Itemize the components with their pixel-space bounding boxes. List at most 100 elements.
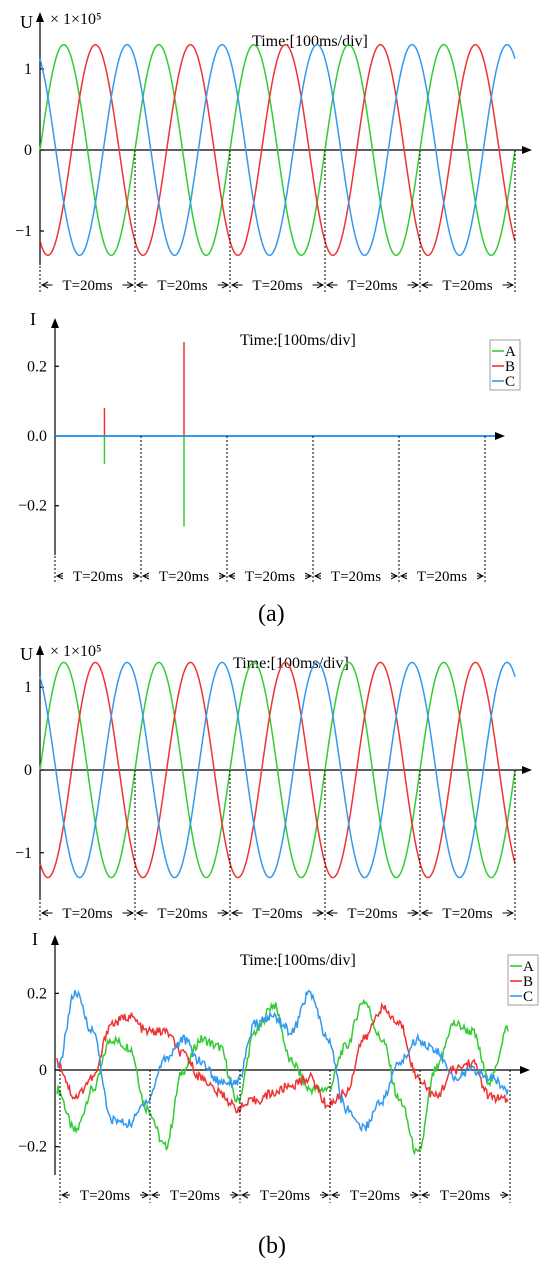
period-arrow-left (313, 572, 322, 580)
period-arrow-left (330, 1191, 339, 1199)
period-arrow-right (221, 281, 230, 289)
period-label-bg (432, 276, 503, 293)
period-label: T=20ms (442, 906, 492, 922)
y-tick-label: −1 (15, 223, 32, 240)
legend-label-a: A (523, 959, 534, 975)
period-arrow-right (411, 1191, 420, 1199)
period-arrow-right (126, 909, 135, 917)
y-tick-label: 1 (24, 679, 32, 696)
period-arrow-left (150, 1191, 159, 1199)
legend-label-b: B (523, 974, 533, 990)
period-label-bg (235, 567, 305, 584)
y-axis-arrow (51, 318, 59, 328)
chart-a-voltage: U × 1×10⁵ Time:[100ms/div] 1 0 −1 T=20ms T=… (15, 11, 532, 294)
period-label-bg (242, 904, 313, 921)
series-b-line (39, 661, 516, 879)
period-label: T=20ms (80, 1188, 130, 1204)
period-label-bg (242, 276, 313, 293)
period-arrow-left (325, 281, 334, 289)
legend-label-c: C (505, 374, 515, 390)
period-label: T=20ms (347, 906, 397, 922)
period-label-bg (407, 567, 477, 584)
y-tick-label: 0.2 (27, 358, 47, 375)
series-a-line (39, 661, 516, 879)
period-label: T=20ms (331, 569, 381, 585)
series-c-line (56, 989, 509, 1133)
x-axis-arrow (495, 432, 505, 440)
y-axis-label: I (30, 309, 36, 329)
y-tick-label: 1 (24, 61, 32, 78)
period-arrow-right (218, 572, 227, 580)
period-label-bg (52, 276, 123, 293)
period-label-bg (430, 1186, 500, 1203)
period-label: T=20ms (62, 278, 112, 294)
period-label-bg (250, 1186, 320, 1203)
period-arrow-left (240, 1191, 249, 1199)
x-axis-arrow (522, 766, 532, 774)
period-label-bg (70, 1186, 140, 1203)
y-tick-label: −0.2 (18, 498, 47, 515)
y-tick-label: 0 (24, 142, 32, 159)
legend-label-a: A (505, 344, 516, 360)
series-a-line (39, 43, 516, 257)
period-label-bg (160, 1186, 230, 1203)
period-label: T=20ms (73, 569, 123, 585)
period-label: T=20ms (62, 906, 112, 922)
y-tick-label: 0 (39, 1062, 47, 1079)
series-a-line (56, 998, 509, 1156)
period-arrow-left (230, 281, 239, 289)
period-label: T=20ms (245, 569, 295, 585)
period-label-bg (337, 276, 408, 293)
y-axis-arrow (51, 935, 59, 945)
period-arrow-right (501, 1191, 510, 1199)
y-axis-label: U (20, 644, 33, 664)
period-label-bg (52, 904, 123, 921)
chart-b-voltage: U × 1×10⁵ Time:[100ms/div] 1 0 −1 T=20ms T=… (15, 643, 532, 922)
period-arrow-left (40, 909, 49, 917)
period-arrow-right (506, 281, 515, 289)
period-arrow-right (316, 909, 325, 917)
period-arrow-left (135, 281, 144, 289)
chart-title: Time:[100ms/div] (252, 33, 368, 50)
period-arrow-left (420, 1191, 429, 1199)
y-axis-arrow (36, 645, 44, 655)
x-axis-arrow (520, 1066, 530, 1074)
period-label: T=20ms (252, 278, 302, 294)
period-arrow-left (325, 909, 334, 917)
period-arrow-right (141, 1191, 150, 1199)
period-label: T=20ms (260, 1188, 310, 1204)
period-arrow-right (132, 572, 141, 580)
period-arrow-left (227, 572, 236, 580)
period-arrow-right (411, 281, 420, 289)
series-c-line (39, 43, 516, 257)
legend: ABC (489, 339, 521, 391)
chart-a-current: I Time:[100ms/div] 0.2 0.0 −0.2 T=20ms T=20… (18, 309, 521, 585)
y-tick-label: −1 (15, 845, 32, 862)
legend: ABC (507, 954, 539, 1006)
period-arrow-right (321, 1191, 330, 1199)
period-label-bg (432, 904, 503, 921)
series-b-line (56, 1001, 509, 1114)
y-axis-label: U (20, 12, 33, 32)
period-label-bg (337, 904, 408, 921)
period-label: T=20ms (417, 569, 467, 585)
y-multiplier: × 1×10⁵ (50, 643, 102, 660)
period-label: T=20ms (350, 1188, 400, 1204)
period-label-bg (340, 1186, 410, 1203)
period-arrow-right (126, 281, 135, 289)
x-axis-arrow (522, 146, 532, 154)
period-arrow-right (231, 1191, 240, 1199)
period-arrow-left (420, 909, 429, 917)
period-label-bg (149, 567, 219, 584)
period-arrow-left (230, 909, 239, 917)
chart-title: Time:[100ms/div] (240, 332, 356, 349)
period-label: T=20ms (252, 906, 302, 922)
period-arrow-right (476, 572, 485, 580)
legend-label-b: B (505, 359, 515, 375)
period-arrow-left (55, 572, 64, 580)
period-label-bg (147, 276, 218, 293)
y-axis-arrow (36, 12, 44, 22)
period-arrow-left (399, 572, 408, 580)
period-arrow-right (316, 281, 325, 289)
